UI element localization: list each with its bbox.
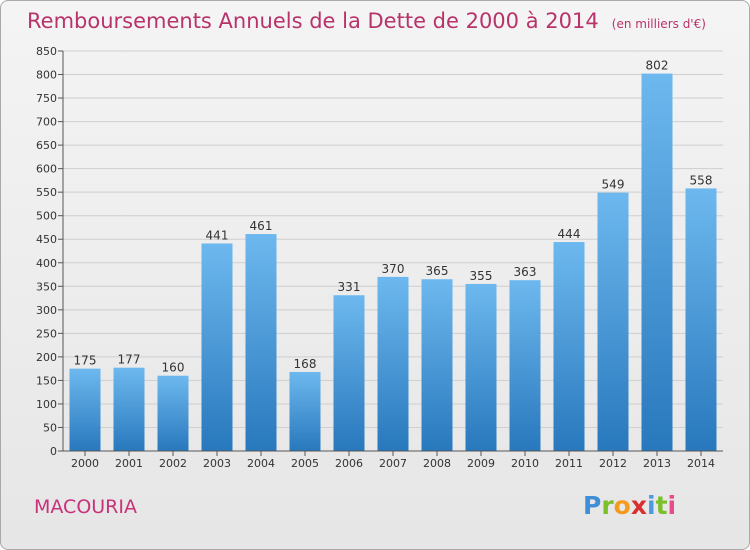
bar	[289, 371, 321, 451]
bar-value-label: 331	[338, 280, 361, 294]
bar-value-label: 441	[206, 228, 229, 242]
bar	[377, 276, 409, 451]
x-tick-label: 2005	[291, 457, 319, 470]
logo-letter: i	[647, 491, 656, 520]
y-tick-label: 200	[36, 351, 57, 364]
y-tick-label: 150	[36, 374, 57, 387]
y-tick-label: 50	[43, 421, 57, 434]
logo-letter: P	[583, 491, 602, 520]
x-tick-label: 2012	[599, 457, 627, 470]
logo-letter: r	[601, 491, 614, 520]
y-tick-label: 500	[36, 210, 57, 223]
x-tick-label: 2010	[511, 457, 539, 470]
bar-value-label: 365	[426, 264, 449, 278]
bar-value-label: 363	[514, 265, 537, 279]
x-tick-label: 2003	[203, 457, 231, 470]
bar	[157, 375, 189, 451]
bar-value-label: 370	[382, 262, 405, 276]
title-unit: (en milliers d'€)	[611, 17, 706, 31]
bar-value-label: 802	[646, 59, 669, 73]
y-tick-label: 350	[36, 280, 57, 293]
x-tick-label: 2000	[71, 457, 99, 470]
bar-value-label: 160	[162, 361, 185, 375]
y-tick-label: 400	[36, 257, 57, 270]
y-tick-label: 650	[36, 139, 57, 152]
bar-value-label: 355	[470, 269, 493, 283]
bar	[685, 188, 717, 452]
bar	[641, 73, 673, 452]
title-main: Remboursements Annuels de la Dette de 20…	[27, 9, 599, 33]
bar-value-label: 168	[294, 357, 317, 371]
y-tick-label: 750	[36, 92, 57, 105]
y-tick-label: 100	[36, 398, 57, 411]
x-tick-label: 2004	[247, 457, 275, 470]
x-tick-label: 2011	[555, 457, 583, 470]
x-tick-label: 2007	[379, 457, 407, 470]
chart-title: Remboursements Annuels de la Dette de 20…	[27, 9, 706, 33]
y-tick-label: 850	[36, 45, 57, 58]
x-tick-label: 2002	[159, 457, 187, 470]
bar	[465, 283, 497, 451]
proxiti-logo: Proxiti	[583, 491, 676, 520]
bar	[113, 367, 145, 451]
y-tick-label: 0	[50, 445, 57, 458]
bar	[421, 279, 453, 451]
bar-value-label: 175	[74, 354, 97, 368]
commune-name: MACOURIA	[34, 496, 137, 518]
y-tick-label: 800	[36, 69, 57, 82]
logo-letter: o	[613, 491, 631, 520]
bar	[509, 280, 541, 451]
y-tick-label: 450	[36, 233, 57, 246]
bar-value-label: 558	[690, 173, 713, 187]
logo-letter: i	[667, 491, 677, 520]
bar-value-label: 177	[118, 353, 141, 367]
y-tick-label: 600	[36, 163, 57, 176]
x-tick-label: 2013	[643, 457, 671, 470]
x-tick-label: 2006	[335, 457, 363, 470]
bar	[245, 234, 277, 451]
bar	[597, 192, 629, 451]
logo-letter: x	[630, 491, 647, 520]
x-tick-label: 2001	[115, 457, 143, 470]
bar-value-label: 461	[250, 219, 273, 233]
bar	[69, 368, 101, 451]
bar	[333, 295, 365, 451]
x-tick-label: 2009	[467, 457, 495, 470]
y-tick-label: 550	[36, 186, 57, 199]
logo-letter: t	[655, 491, 668, 520]
y-tick-label: 700	[36, 116, 57, 129]
bar-value-label: 444	[558, 227, 581, 241]
x-tick-label: 2008	[423, 457, 451, 470]
bar-value-label: 549	[602, 178, 625, 192]
x-tick-label: 2014	[687, 457, 715, 470]
bar-chart: 175 177 160 441 461 168 331 370 365 355 363 444 549 8…	[36, 45, 723, 470]
y-tick-label: 250	[36, 327, 57, 340]
y-tick-label: 300	[36, 304, 57, 317]
bar	[553, 242, 585, 451]
bar	[201, 243, 233, 451]
